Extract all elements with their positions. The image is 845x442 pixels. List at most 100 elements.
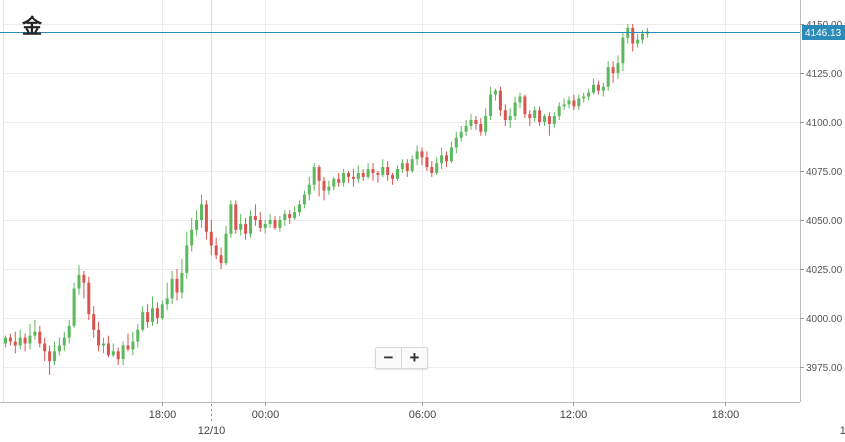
candle-down bbox=[92, 306, 96, 338]
zoom-out-button[interactable]: − bbox=[383, 348, 394, 367]
x-tick-label: 18:00 bbox=[712, 409, 740, 421]
candle-up bbox=[283, 210, 287, 226]
candle-up bbox=[298, 200, 301, 217]
candle-up bbox=[626, 24, 630, 44]
candle-body bbox=[567, 100, 571, 105]
candle-body bbox=[440, 155, 444, 164]
candle-body bbox=[587, 92, 591, 97]
candle-up bbox=[18, 329, 22, 350]
zoom-in-button[interactable]: + bbox=[401, 348, 427, 368]
candle-body bbox=[219, 255, 223, 264]
instrument-title: 金 bbox=[22, 14, 42, 38]
candle-body bbox=[239, 223, 243, 230]
candle-body bbox=[111, 351, 115, 356]
candle-body bbox=[494, 90, 497, 95]
y-tick-label: 4050.00 bbox=[806, 216, 843, 227]
candle-down bbox=[97, 321, 101, 352]
candle-down bbox=[479, 118, 483, 136]
candle-body bbox=[38, 331, 42, 344]
candle-body bbox=[351, 176, 355, 179]
candle-up bbox=[268, 214, 272, 228]
candle-down bbox=[273, 216, 277, 230]
candle-up bbox=[400, 159, 404, 173]
candle-body bbox=[72, 288, 76, 326]
candle-up bbox=[229, 200, 233, 238]
candle-body bbox=[214, 245, 218, 256]
candle-up bbox=[327, 180, 331, 195]
candle-up bbox=[587, 88, 591, 101]
candle-body bbox=[288, 214, 292, 219]
candle-down bbox=[13, 331, 17, 354]
y-tick-label: 4025.00 bbox=[806, 265, 843, 276]
y-tick-label: 4100.00 bbox=[806, 118, 843, 129]
candle-down bbox=[474, 116, 478, 130]
candle-body bbox=[121, 345, 125, 360]
candle-down bbox=[347, 171, 350, 183]
candle-up bbox=[160, 300, 164, 320]
candle-body bbox=[562, 104, 566, 107]
candle-body bbox=[43, 343, 47, 352]
zoom-controls: − + bbox=[375, 347, 428, 369]
current-price-line: 4146.13 bbox=[0, 25, 845, 40]
candle-body bbox=[425, 157, 429, 168]
candle-up bbox=[415, 145, 419, 166]
candle-body bbox=[513, 102, 517, 117]
candle-up bbox=[592, 78, 595, 95]
candle-body bbox=[185, 245, 189, 273]
candle-body bbox=[322, 180, 326, 191]
candle-up bbox=[567, 96, 571, 109]
candle-body bbox=[445, 155, 448, 162]
candle-up bbox=[170, 270, 174, 305]
candle-up bbox=[263, 220, 267, 234]
candle-up bbox=[111, 343, 115, 358]
candle-up bbox=[410, 155, 414, 173]
candle-body bbox=[200, 204, 203, 220]
candle-down bbox=[214, 237, 218, 260]
candle-up bbox=[621, 31, 625, 72]
candle-body bbox=[552, 116, 556, 124]
candle-up bbox=[293, 206, 297, 220]
candle-body bbox=[381, 167, 385, 175]
candle-body bbox=[204, 204, 208, 232]
candle-body bbox=[361, 172, 365, 177]
candle-body bbox=[278, 220, 282, 228]
candle-up bbox=[356, 165, 360, 183]
candle-body bbox=[151, 308, 154, 322]
candle-body bbox=[631, 27, 635, 44]
candle-body bbox=[258, 220, 262, 228]
candle-body bbox=[18, 337, 22, 346]
candle-body bbox=[33, 331, 37, 336]
candle-down bbox=[258, 212, 262, 232]
candle-body bbox=[195, 220, 199, 230]
candle-body bbox=[190, 229, 194, 246]
candle-up bbox=[440, 147, 444, 170]
candle-up bbox=[302, 190, 306, 209]
candle-body bbox=[366, 169, 370, 177]
candles bbox=[4, 24, 649, 375]
candle-up bbox=[195, 210, 199, 236]
candle-body bbox=[57, 345, 61, 352]
candle-body bbox=[449, 147, 453, 162]
candle-body bbox=[582, 96, 586, 99]
candle-up bbox=[77, 265, 81, 295]
candle-down bbox=[322, 176, 326, 201]
candle-down bbox=[175, 269, 179, 301]
candle-down bbox=[209, 220, 213, 256]
candle-down bbox=[420, 147, 424, 166]
candle-body bbox=[577, 98, 581, 107]
candle-down bbox=[405, 159, 409, 177]
price-label: 4146.13 bbox=[802, 25, 845, 40]
candle-body bbox=[616, 63, 620, 73]
candle-down bbox=[106, 335, 110, 358]
candle-up bbox=[459, 125, 463, 142]
candle-up bbox=[185, 231, 189, 279]
candle-body bbox=[400, 163, 404, 170]
candle-up bbox=[239, 214, 243, 236]
candle-body bbox=[8, 337, 12, 342]
candle-body bbox=[67, 325, 71, 338]
candle-down bbox=[371, 163, 375, 181]
candle-down bbox=[376, 171, 380, 183]
candle-body bbox=[4, 337, 7, 344]
candle-body bbox=[13, 341, 17, 346]
